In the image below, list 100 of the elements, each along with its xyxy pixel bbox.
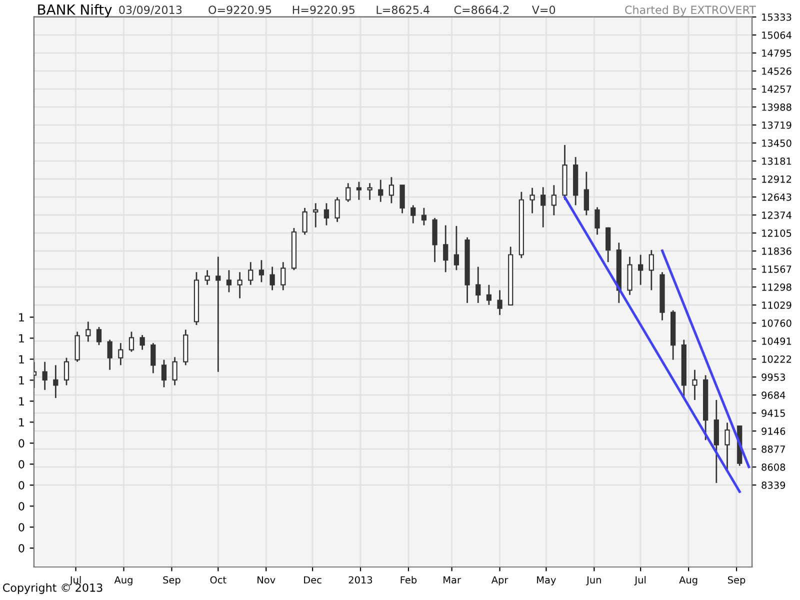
- candlestick: [497, 290, 502, 316]
- candlestick: [692, 369, 698, 401]
- y2-tick-label: 1: [19, 397, 24, 406]
- candlestick: [454, 225, 460, 271]
- candlestick: [313, 202, 318, 228]
- x-tick-label: Sep: [728, 576, 746, 586]
- y-tick-label: 9146: [762, 427, 786, 435]
- y-tick-label: 11567: [762, 265, 792, 273]
- candlestick: [140, 334, 145, 350]
- candlestick: [161, 359, 167, 388]
- candlestick: [42, 361, 48, 391]
- candlestick: [118, 342, 124, 366]
- y2-tick-label: 0: [18, 502, 24, 510]
- candlestick: [334, 196, 340, 223]
- y2-tick-label: 0: [18, 439, 24, 448]
- x-tick-label: Dec: [304, 576, 322, 584]
- y-tick-label: 11029: [762, 301, 792, 309]
- x-tick-label: Aug: [114, 576, 132, 586]
- candlestick: [226, 269, 232, 293]
- y-tick-label: 11298: [762, 283, 792, 291]
- y-tick-label: 11836: [762, 247, 792, 255]
- candlestick: [540, 186, 546, 228]
- candlestick: [648, 249, 654, 291]
- candlestick: [248, 261, 254, 286]
- y-tick-label: 8877: [762, 445, 785, 453]
- x-tick-label: 2013: [348, 576, 372, 584]
- x-tick-label: Mar: [444, 576, 461, 584]
- candlestick: [724, 422, 730, 471]
- y2-tick-label: 1: [19, 418, 24, 426]
- y-tick-label: 15064: [762, 31, 792, 39]
- candlestick: [107, 339, 112, 371]
- y-tick-label: 10491: [762, 337, 792, 345]
- candlestick: [270, 266, 275, 291]
- candlestick: [410, 204, 416, 224]
- y2-tick-label: 0: [18, 523, 24, 532]
- candlestick: [388, 176, 394, 204]
- y-tick-label: 13181: [762, 157, 792, 165]
- candlestick: [486, 284, 492, 306]
- candlestick: [443, 224, 448, 273]
- text: L=8625.4: [376, 6, 430, 14]
- y2-tick-label: 0: [18, 460, 24, 469]
- candlestick: [216, 256, 221, 373]
- y-tick-label: 9953: [762, 373, 785, 381]
- x-tick-label: Feb: [400, 576, 417, 584]
- candlestick: [584, 171, 589, 216]
- y-tick-label: 12374: [762, 211, 792, 219]
- candlestick: [638, 254, 644, 286]
- candlestick: [400, 184, 405, 214]
- candlestick: [476, 266, 481, 304]
- y2-tick-label: 1: [19, 355, 24, 364]
- candlestick: [280, 261, 286, 291]
- y-tick-label: 9415: [762, 409, 785, 417]
- y-tick-label: 10760: [762, 319, 792, 327]
- candlestick: [324, 202, 330, 226]
- text: C=8664.2: [454, 6, 509, 14]
- candlestick: [53, 364, 58, 399]
- candlestick: [258, 259, 264, 283]
- y-tick-label: 12643: [762, 193, 792, 201]
- candlestick: [367, 182, 372, 201]
- y2-tick-label: 1: [19, 313, 24, 322]
- x-tick-label: Nov: [258, 576, 276, 584]
- candlestick: [128, 331, 134, 352]
- text: H=9220.95: [292, 6, 354, 14]
- candlestick: [64, 357, 70, 386]
- text: O=9220.95: [208, 6, 272, 14]
- text: V=0: [532, 6, 556, 14]
- y-tick-label: 13988: [762, 103, 792, 111]
- candlestick: [237, 271, 242, 299]
- x-tick-label: Sep: [163, 576, 180, 586]
- y-tick-label: 14795: [762, 49, 792, 57]
- candlestick: [172, 356, 178, 386]
- x-tick-label: Apr: [491, 576, 508, 586]
- candlestick: [346, 182, 351, 203]
- candlestick: [150, 342, 156, 374]
- y-tick-label: 15333: [762, 13, 792, 21]
- y-tick-label: 13450: [762, 139, 792, 147]
- y-tick-label: 12912: [762, 175, 791, 183]
- x-tick-label: Aug: [679, 576, 698, 586]
- candlestick: [421, 207, 427, 226]
- candlestick: [204, 269, 210, 286]
- x-tick-label: Jul: [69, 576, 81, 586]
- y-tick-label: 12105: [762, 229, 792, 237]
- text: 03/09/2013: [119, 6, 182, 15]
- candlestick: [378, 179, 384, 203]
- candlestick: [86, 320, 91, 342]
- y2-tick-label: 1: [19, 334, 24, 342]
- y-tick-label: 9684: [762, 391, 786, 399]
- y-tick-label: 14526: [762, 67, 792, 75]
- y2-tick-label: 0: [18, 481, 24, 490]
- candlestick: [356, 181, 362, 201]
- candlestick: [606, 226, 611, 263]
- y2-tick-label: 1: [19, 376, 24, 384]
- y-tick-label: 8608: [762, 464, 786, 471]
- x-tick-label: Jul: [634, 576, 646, 586]
- y-tick-label: 10222: [762, 355, 791, 363]
- x-tick-label: May: [537, 576, 556, 586]
- y2-tick-label: 0: [18, 544, 24, 552]
- candlestick: [530, 187, 535, 214]
- chart-title: BANK Nifty: [38, 4, 112, 18]
- candlestick: [302, 207, 308, 236]
